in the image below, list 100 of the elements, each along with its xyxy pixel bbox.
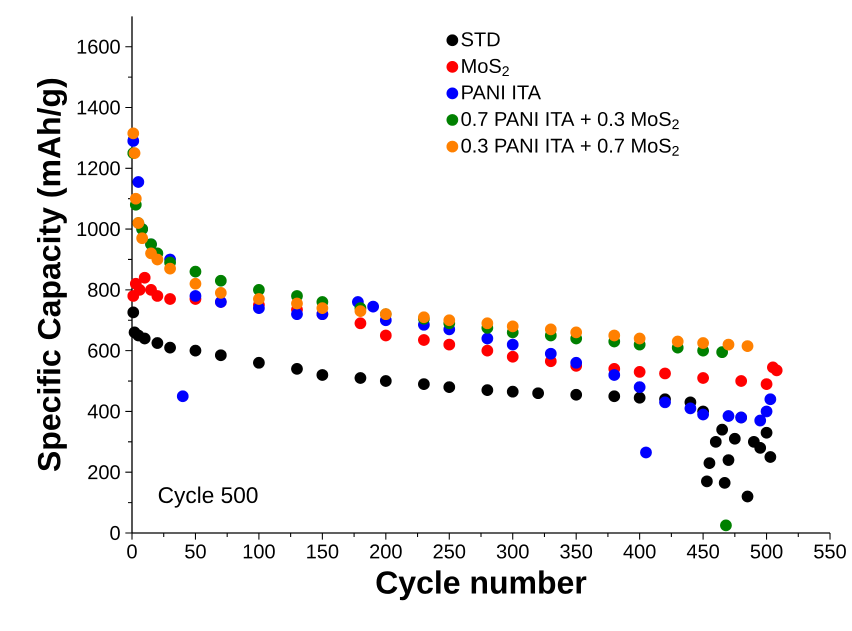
point [720, 520, 732, 532]
point [481, 317, 494, 330]
point [176, 390, 189, 402]
point [443, 338, 456, 350]
point [608, 390, 620, 402]
point [354, 317, 366, 330]
x-tick-label: 250 [434, 544, 466, 559]
point [672, 336, 684, 348]
x-tick-label: 450 [686, 544, 719, 559]
point [506, 320, 519, 332]
point [506, 350, 519, 363]
point [634, 366, 646, 378]
point [634, 332, 646, 344]
point [742, 490, 754, 502]
point [544, 348, 557, 360]
x-tick-label: 50 [185, 544, 206, 559]
point [735, 375, 748, 387]
point [316, 302, 328, 314]
y-tick-label: 600 [88, 344, 120, 358]
point [291, 308, 303, 320]
point [138, 272, 151, 284]
point [164, 262, 176, 274]
x-tick-label: 0 [127, 544, 137, 559]
x-tick-label: 150 [307, 544, 338, 559]
x-tick-label: 350 [560, 544, 592, 559]
point [697, 372, 709, 384]
legend-label: PANI ITA [462, 86, 541, 100]
x-tick-label: 550 [814, 544, 846, 559]
point [608, 369, 620, 381]
x-tick-label: 400 [623, 544, 656, 559]
point [722, 338, 734, 350]
point [570, 356, 582, 369]
point [380, 375, 392, 387]
point [760, 426, 772, 439]
point [722, 454, 734, 466]
point [190, 290, 202, 302]
point [190, 278, 202, 290]
point [354, 372, 366, 384]
point [716, 346, 728, 358]
point [764, 393, 776, 406]
point [418, 334, 430, 346]
point [130, 192, 142, 205]
point [684, 402, 696, 414]
point [127, 306, 140, 318]
point [722, 410, 734, 422]
point [152, 290, 164, 302]
point [770, 364, 783, 376]
point [506, 386, 519, 398]
x-axis-title: Cycle number [376, 570, 586, 600]
point [760, 406, 772, 418]
point [164, 293, 176, 305]
point [506, 338, 519, 350]
y-axis-title: Specific Capacity (mAh/g) [37, 78, 67, 472]
point [544, 324, 557, 336]
point [760, 378, 772, 390]
legend-label: 0.3 PANI ITA + 0.7 MoS$_{2}$ [461, 138, 679, 156]
point [152, 254, 164, 266]
y-tick-label: 800 [88, 282, 120, 297]
point [443, 381, 456, 393]
point [659, 396, 671, 408]
point [136, 232, 148, 244]
point [634, 392, 646, 404]
point [481, 332, 494, 344]
x-tick-label: 500 [750, 544, 782, 559]
x-tick-label: 200 [370, 544, 402, 559]
x-tick-label: 300 [496, 544, 529, 559]
point [134, 284, 146, 296]
point [214, 349, 227, 362]
annotation: Cycle 500 [158, 486, 258, 508]
point [634, 381, 646, 393]
point [132, 176, 144, 188]
point [570, 388, 582, 401]
point [291, 363, 303, 375]
point [754, 414, 766, 426]
point [443, 314, 456, 326]
point [291, 298, 303, 310]
point [190, 266, 202, 278]
point [754, 442, 766, 454]
point [640, 446, 652, 458]
point [367, 300, 379, 312]
y-tick-label: 0 [110, 526, 120, 540]
point [697, 337, 709, 349]
point [710, 436, 722, 448]
point [570, 326, 582, 338]
legend-label: MoS$_{2}$ [462, 58, 509, 76]
point [659, 368, 671, 380]
legend-label: STD [462, 32, 500, 46]
y-tick-label: 1200 [78, 161, 120, 176]
point [214, 274, 227, 287]
y-tick-label: 1400 [78, 100, 120, 115]
x-tick-label: 100 [244, 544, 275, 559]
point [701, 475, 713, 488]
point [532, 387, 544, 400]
point [354, 305, 366, 318]
point [190, 344, 202, 357]
point [481, 344, 494, 357]
point [164, 342, 176, 354]
legend-label: 0.7 PANI ITA + 0.3 MoS$_{2}$ [461, 112, 679, 130]
point [697, 408, 709, 420]
point [138, 332, 151, 344]
